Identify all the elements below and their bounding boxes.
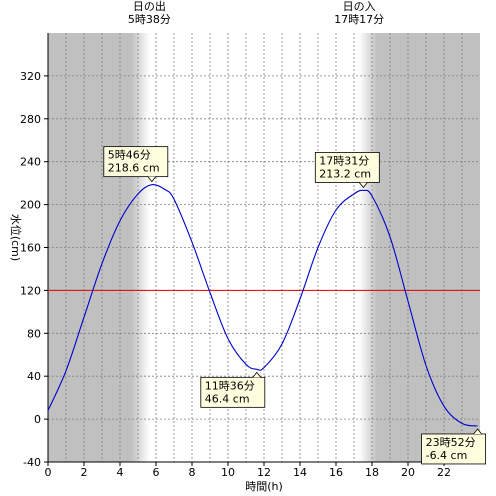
annotation-time: 23時52分 xyxy=(426,436,476,449)
annotation-box xyxy=(421,433,487,465)
x-tick-label: 10 xyxy=(221,466,235,479)
annotation-pointer xyxy=(252,371,262,378)
annotation-box xyxy=(200,376,266,408)
x-tick-label: 16 xyxy=(329,466,343,479)
annotation-time: 5時46分 xyxy=(108,149,151,162)
annotation-value: 218.6 cm xyxy=(108,162,160,175)
y-tick-label: 120 xyxy=(20,284,41,297)
y-axis-label: 水位(cm) xyxy=(9,214,23,261)
annotation-pointer xyxy=(358,182,368,189)
x-tick-label: 0 xyxy=(45,466,52,479)
sunrise-label: 日の出 xyxy=(133,0,166,13)
annotation-box xyxy=(314,152,380,183)
y-tick-label: 280 xyxy=(20,113,41,126)
y-tick-label: 240 xyxy=(20,156,41,169)
annotation-3: 23時52分-6.4 cm xyxy=(421,428,487,465)
y-tick-label: 160 xyxy=(20,242,41,255)
x-tick-label: 22 xyxy=(437,466,451,479)
y-tick-label: 320 xyxy=(20,70,41,83)
annotation-value: 46.4 cm xyxy=(205,392,250,405)
sunrise-time: 5時38分 xyxy=(128,13,171,26)
y-tick-label: 0 xyxy=(34,413,41,426)
annotation-value: -6.4 cm xyxy=(426,449,468,462)
x-tick-label: 18 xyxy=(365,466,379,479)
x-tick-label: 12 xyxy=(257,466,271,479)
annotation-box xyxy=(103,146,169,178)
x-tick-label: 20 xyxy=(401,466,415,479)
sunset-label: 日の入 xyxy=(343,0,376,13)
y-tick-label: 80 xyxy=(27,327,41,340)
x-tick-label: 14 xyxy=(293,466,307,479)
tide-level-line xyxy=(47,184,478,427)
x-tick-label: 8 xyxy=(189,466,196,479)
x-tick-label: 6 xyxy=(153,466,160,479)
x-tick-label: 2 xyxy=(81,466,88,479)
sunset-time: 17時17分 xyxy=(334,13,384,26)
x-tick-label: 4 xyxy=(117,466,124,479)
y-tick-label: -40 xyxy=(23,456,41,469)
x-axis-label: 時間(h) xyxy=(245,480,283,493)
y-tick-label: 200 xyxy=(20,199,41,212)
annotation-time: 11時36分 xyxy=(205,379,255,392)
annotation-value: 213.2 cm xyxy=(319,167,371,180)
y-tick-label: 40 xyxy=(27,370,41,383)
annotation-time: 17時31分 xyxy=(319,154,369,167)
annotation-pointer xyxy=(147,176,157,183)
annotation-pointer xyxy=(473,428,482,435)
